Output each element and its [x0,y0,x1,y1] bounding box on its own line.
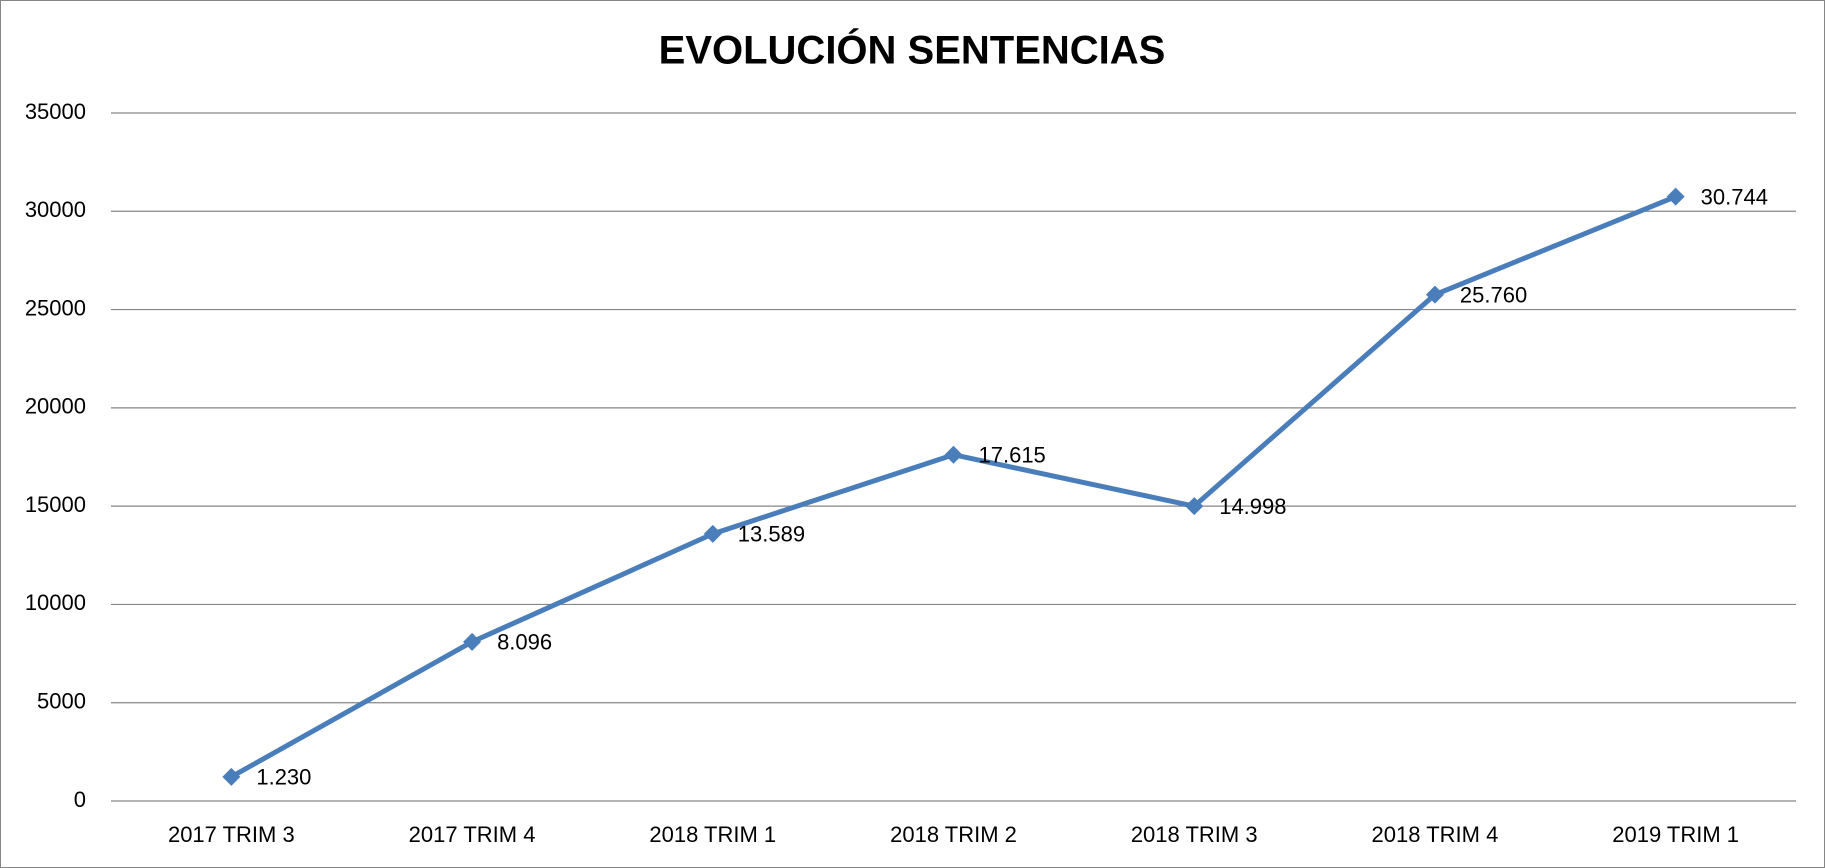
marker [1666,187,1685,206]
x-tick-label: 2018 TRIM 3 [1131,822,1258,847]
x-tick-label: 2018 TRIM 4 [1372,822,1499,847]
y-tick-label: 5000 [37,689,86,714]
y-tick-label: 15000 [25,492,86,517]
marker [1425,285,1444,304]
marker [222,767,241,786]
x-tick-label: 2017 TRIM 4 [409,822,536,847]
data-label: 30.744 [1701,184,1768,209]
y-tick-label: 10000 [25,590,86,615]
x-tick-label: 2018 TRIM 2 [890,822,1017,847]
y-tick-label: 0 [74,787,86,812]
x-tick-label: 2017 TRIM 3 [168,822,295,847]
x-tick-label: 2019 TRIM 1 [1612,822,1739,847]
data-label: 1.230 [256,765,311,790]
marker [944,445,963,464]
y-tick-label: 20000 [25,394,86,419]
y-tick-label: 25000 [25,295,86,320]
data-label: 8.096 [497,630,552,655]
marker [463,632,482,651]
x-tick-label: 2018 TRIM 1 [649,822,776,847]
data-label: 17.615 [979,443,1046,468]
y-tick-label: 35000 [25,99,86,124]
marker [1185,497,1204,516]
data-label: 25.760 [1460,282,1527,307]
data-label: 13.589 [738,522,805,547]
marker [703,524,722,543]
y-tick-label: 30000 [25,197,86,222]
data-label: 14.998 [1219,494,1286,519]
chart-title: EVOLUCIÓN SENTENCIAS [659,27,1166,73]
